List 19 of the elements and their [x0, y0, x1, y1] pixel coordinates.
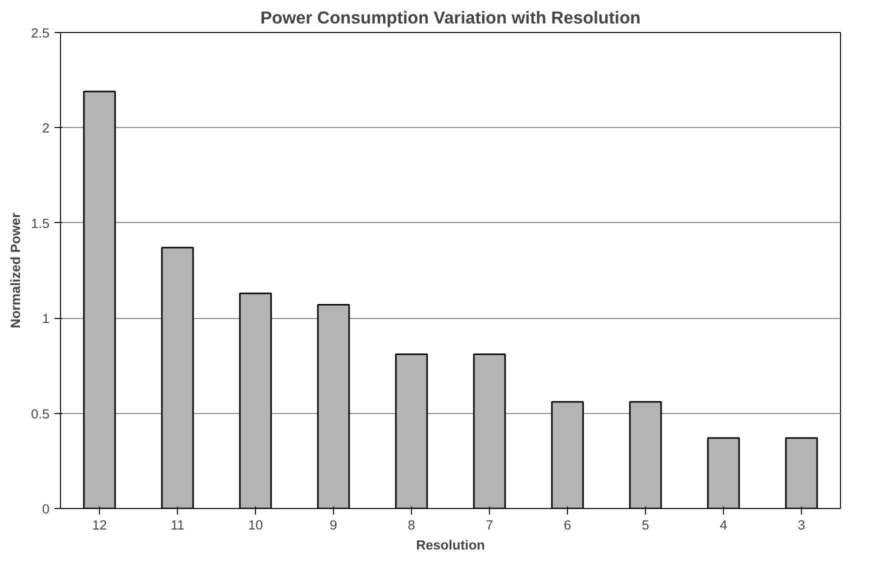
x-tick-label: 9 — [330, 518, 338, 532]
x-tick-label: 4 — [720, 518, 728, 532]
y-tick-label: 1.5 — [30, 216, 50, 231]
y-tick-label: 0.5 — [30, 406, 50, 422]
y-tick-label: 0 — [42, 502, 50, 516]
x-axis-title: Resolution — [416, 538, 485, 552]
x-tick-label: 12 — [92, 518, 107, 532]
x-tick-label: 5 — [642, 518, 650, 532]
x-tick-label: 7 — [486, 518, 494, 532]
y-axis-title: Normalized Power — [8, 212, 23, 328]
chart-title: Power Consumption Variation with Resolution — [260, 8, 641, 28]
x-tick-label: 10 — [248, 518, 263, 532]
y-tick-label: 2 — [42, 120, 50, 136]
x-tick-label: 3 — [798, 518, 806, 532]
x-tick-label: 6 — [564, 518, 572, 532]
x-tick-label: 11 — [170, 518, 184, 532]
x-tick-label: 8 — [408, 518, 416, 532]
y-tick-label: 2.5 — [30, 26, 50, 40]
y-tick-label: 1 — [42, 311, 50, 326]
